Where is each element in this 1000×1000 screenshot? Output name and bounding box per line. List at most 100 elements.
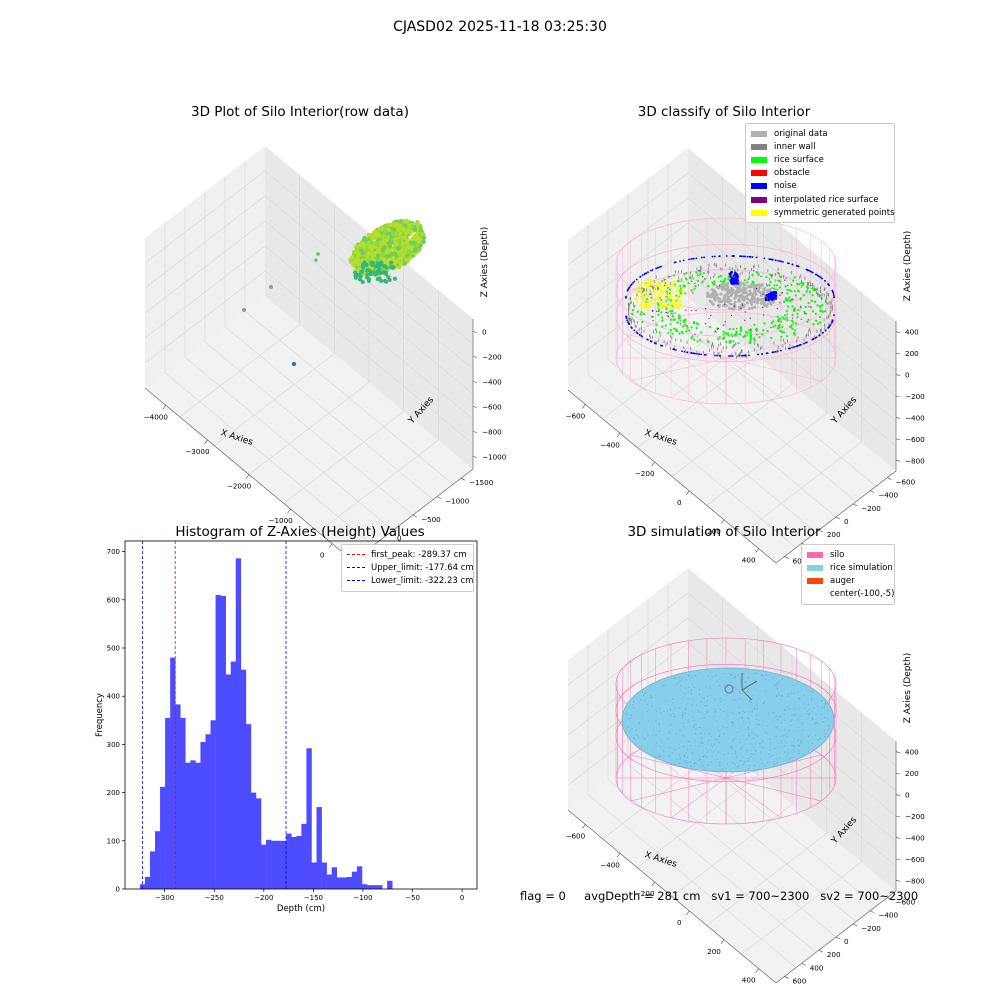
rice-simulation-point <box>683 760 686 762</box>
rice-surface-point <box>693 287 696 290</box>
noise-point <box>728 355 730 357</box>
original-data-point <box>713 298 717 302</box>
rice-simulation-point <box>691 751 693 754</box>
noise-point <box>815 336 818 339</box>
silo-wireframe <box>630 777 727 802</box>
original-data-point <box>748 289 752 293</box>
rice-simulation-point <box>669 709 672 711</box>
y-tick-label: 200 <box>827 530 841 539</box>
interpolated-point <box>724 321 726 323</box>
histogram-bar <box>190 760 196 889</box>
rice-simulation-point <box>682 722 684 724</box>
interpolated-point <box>649 293 651 295</box>
interpolated-point <box>693 321 695 323</box>
histogram-bar <box>276 840 282 889</box>
inner-wall-point <box>708 263 710 267</box>
rice-simulation-point <box>712 716 715 718</box>
rice-simulation-point <box>821 707 823 709</box>
noise-point <box>815 273 818 276</box>
original-data-point <box>753 297 757 301</box>
rice-surface-point <box>812 323 815 326</box>
rice-surface-point <box>748 341 752 345</box>
rice-simulation-point <box>680 740 682 742</box>
raw-data-point <box>383 223 388 228</box>
rice-simulation-point <box>682 711 685 714</box>
x-tick-label: −200 <box>635 469 655 478</box>
noise-point <box>627 321 629 323</box>
original-data-point <box>713 295 717 299</box>
inner-wall-point <box>831 308 833 312</box>
rice-simulation-point <box>702 755 704 758</box>
rice-simulation-point <box>687 698 690 701</box>
noise-point <box>639 275 642 278</box>
raw-data-point <box>415 238 420 243</box>
rice-simulation-point <box>807 750 810 752</box>
noise-point <box>796 345 799 347</box>
interpolated-point <box>694 333 696 335</box>
rice-simulation-point <box>789 721 792 723</box>
interpolated-point <box>776 307 779 310</box>
inner-wall-point <box>830 310 832 314</box>
y-tick <box>853 923 858 927</box>
original-data-point <box>745 295 749 299</box>
inner-wall-point <box>671 336 673 340</box>
rice-surface-point <box>786 305 789 308</box>
rice-simulation-point <box>732 721 734 724</box>
rice-surface-point <box>777 319 780 322</box>
rice-simulation-point <box>693 686 695 688</box>
gridline <box>144 195 474 370</box>
rice-surface-point <box>774 324 777 327</box>
center-axis <box>741 689 753 701</box>
noise-point <box>649 340 652 343</box>
rice-simulation-point <box>636 734 638 736</box>
rice-simulation-point <box>814 734 817 737</box>
rice-simulation-point <box>772 761 775 763</box>
rice-simulation-point <box>783 709 786 711</box>
rice-simulation-point <box>760 751 762 753</box>
rice-simulation-point <box>678 747 680 749</box>
original-data-point <box>714 290 718 294</box>
interpolated-point <box>799 305 802 307</box>
rice-surface-point <box>744 330 748 333</box>
inner-wall-point <box>803 338 805 342</box>
figure-suptitle: CJASD02 2025-11-18 03:25:30 <box>393 19 607 35</box>
z-tick-label: 400 <box>905 328 919 337</box>
inner-wall-point <box>655 275 657 279</box>
rice-simulation-point <box>710 735 713 738</box>
rice-simulation-point <box>688 741 691 743</box>
original-data-point <box>724 283 728 287</box>
noise-point <box>729 355 732 357</box>
interpolated-point <box>790 299 792 301</box>
original-data-point <box>739 281 743 285</box>
histogram-bar <box>255 798 262 889</box>
interpolated-point <box>714 330 717 333</box>
inner-wall-point <box>653 286 654 290</box>
rice-simulation-point <box>793 692 796 695</box>
interpolated-point <box>651 309 654 312</box>
status-sv2: sv2 = 700~2300 <box>820 889 919 903</box>
rice-simulation-point <box>708 715 711 717</box>
symmetric-point <box>665 297 668 301</box>
rice-simulation-point <box>826 709 829 712</box>
raw-data-point <box>406 249 412 254</box>
symmetric-point <box>641 291 645 295</box>
x-tick <box>204 439 208 445</box>
rice-simulation-point <box>806 710 808 712</box>
rice-simulation-point <box>687 719 689 721</box>
original-data-point <box>711 292 715 296</box>
rice-simulation-point <box>722 710 725 713</box>
interpolated-point <box>704 322 707 325</box>
inner-wall-point <box>760 346 761 350</box>
rice-simulation-point <box>756 704 758 707</box>
inner-wall-point <box>738 353 739 357</box>
noise-point <box>647 271 649 274</box>
rice-simulation-point <box>678 762 681 765</box>
inner-wall-point <box>726 345 727 349</box>
noise-point <box>773 297 776 300</box>
simulation-3d-plot: 3D simulation of Silo Interior −600−400−… <box>565 524 925 985</box>
rice-simulation-point <box>802 729 804 731</box>
rice-simulation-point <box>756 714 758 716</box>
histogram-bar <box>185 762 191 889</box>
rice-simulation-point <box>655 720 657 722</box>
inner-wall-point <box>825 299 827 303</box>
